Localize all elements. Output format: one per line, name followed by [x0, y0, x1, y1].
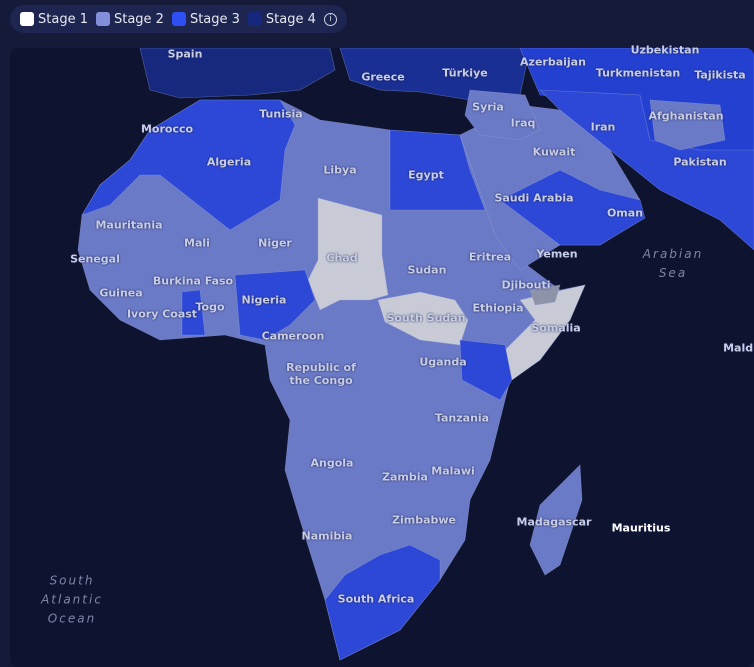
egypt	[389, 129, 486, 211]
country-label: Egypt	[408, 168, 444, 182]
legend-swatch	[20, 12, 34, 26]
kenya	[459, 339, 513, 401]
country-label: Zimbabwe	[391, 513, 457, 527]
country-label: Azerbaijan	[520, 55, 586, 69]
legend-swatch	[247, 12, 262, 26]
countries	[77, 48, 754, 661]
info-icon[interactable]: i	[323, 12, 337, 26]
country-label: Pakistan	[673, 155, 727, 169]
legend-swatch	[171, 12, 186, 26]
country-label: Yemen	[536, 247, 578, 261]
country-label: Zambia	[382, 470, 428, 484]
country-label: Maldi	[723, 341, 754, 355]
country-label: Angola	[310, 456, 354, 470]
country-label: Uganda	[419, 355, 467, 369]
country-label: Afghanistan	[648, 109, 724, 123]
country-label: Madagascar	[516, 515, 592, 529]
country-label: Togo	[195, 300, 225, 314]
country-label: Spain	[167, 47, 203, 61]
country-label: Mauritius	[611, 521, 671, 535]
country-label: Saudi Arabia	[494, 191, 574, 205]
country-label: Cameroon	[261, 329, 325, 343]
iran-pakistan	[539, 89, 754, 251]
country-label: Mali	[184, 236, 210, 250]
sea-label: South Atlantic Ocean	[41, 573, 103, 626]
ghana	[181, 289, 206, 336]
country-label: Turkmenistan	[595, 66, 681, 80]
africa	[77, 99, 586, 661]
country-label: Niger	[258, 236, 292, 250]
country-label: Senegal	[70, 252, 120, 266]
country-label: Namibia	[301, 529, 353, 543]
legend-item[interactable]: Stage 1	[20, 12, 88, 27]
legend-item[interactable]: Stage 4	[247, 11, 316, 27]
country-label: Kuwait	[532, 145, 576, 159]
madagascar	[529, 464, 583, 576]
country-label: Republic of the Congo	[286, 361, 356, 387]
legend-label: Stage 1	[38, 11, 88, 27]
country-label: Libya	[323, 163, 357, 177]
country-label: Mauritania	[95, 218, 163, 232]
legend-item[interactable]: Stage 2	[95, 11, 164, 27]
legend-swatch	[95, 12, 110, 26]
country-label: Burkina Faso	[152, 274, 234, 288]
somaliland	[529, 284, 561, 306]
country-label: Djibouti	[501, 278, 551, 292]
south-sudan	[377, 291, 469, 346]
legend-label: Stage 2	[113, 11, 164, 27]
country-label: Chad	[326, 251, 358, 265]
country-label: Tanzania	[434, 411, 490, 425]
country-label: Morocco	[140, 122, 194, 136]
country-label: Malawi	[431, 464, 475, 478]
legend: Stage 1 Stage 2 Stage 3 Stage 4 i	[10, 5, 347, 33]
country-label: South Africa	[337, 592, 415, 606]
legend-label: Stage 4	[265, 11, 316, 27]
legend-label: Stage 3	[189, 11, 240, 27]
somalia	[504, 284, 586, 381]
country-label: Ethiopia	[472, 301, 524, 315]
country-label: Uzbekistan	[630, 43, 700, 57]
country-label: Greece	[361, 70, 405, 84]
country-label: Iraq	[510, 116, 536, 130]
country-label: Ivory Coast	[126, 307, 198, 321]
europe	[139, 48, 336, 99]
country-label: Oman	[606, 206, 644, 220]
legend-item[interactable]: Stage 3	[171, 11, 240, 27]
country-label: Tunisia	[259, 107, 303, 121]
country-label: Nigeria	[241, 293, 287, 307]
chad	[307, 197, 389, 311]
south-africa	[324, 544, 441, 661]
country-label: Sudan	[407, 263, 447, 277]
country-label: Guinea	[99, 286, 143, 300]
sea-label: Arabian Sea	[642, 247, 704, 280]
country-label: Türkiye	[442, 66, 488, 80]
saudi-arabia	[499, 169, 646, 246]
levant	[464, 89, 541, 141]
country-label: Tajikista	[694, 68, 746, 82]
maghreb	[81, 99, 296, 231]
afghanistan	[649, 99, 726, 151]
nigeria	[234, 269, 316, 341]
country-label: Algeria	[206, 155, 252, 169]
country-label: Somalia	[531, 321, 581, 335]
country-label: South Sudan	[386, 311, 466, 325]
country-label: Syria	[472, 100, 504, 114]
country-label: Iran	[590, 120, 616, 134]
country-label: Eritrea	[468, 250, 512, 264]
